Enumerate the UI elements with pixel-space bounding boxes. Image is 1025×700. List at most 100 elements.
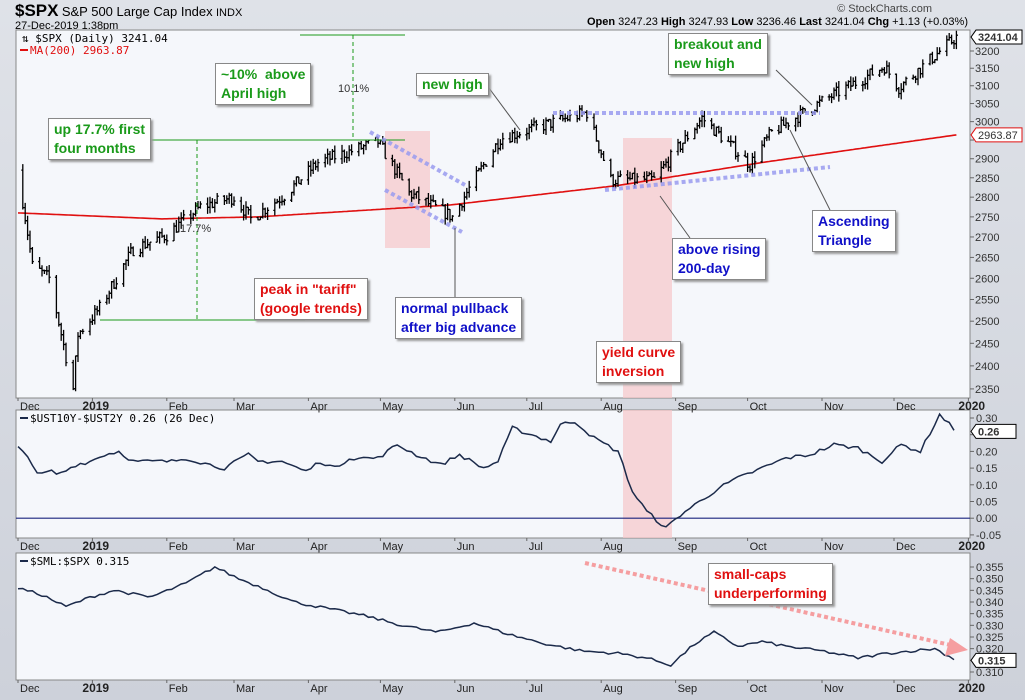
month-label: Dec: [20, 401, 40, 413]
price-bar: [534, 119, 538, 131]
month-label: 2019: [82, 539, 109, 553]
price-bar: [249, 204, 253, 224]
ma200-line: [17, 134, 957, 220]
month-label: Oct: [750, 683, 767, 695]
price-bar: [383, 139, 387, 160]
month-label: Aug: [603, 541, 623, 553]
month-label: Mar: [236, 541, 255, 553]
underperformance-arrowhead: [945, 638, 968, 656]
price-bar: [887, 62, 891, 79]
price-bar: [30, 247, 34, 265]
month-label: Jul: [529, 541, 543, 553]
ma-legend-swatch: [20, 49, 28, 51]
price-bar: [47, 264, 51, 284]
month-label: Feb: [169, 541, 188, 553]
ohlc-key-open: Open: [586, 16, 619, 28]
price-bar: [954, 30, 958, 50]
month-label: Feb: [169, 683, 188, 695]
price-bar: [417, 186, 421, 205]
month-label: Jul: [529, 401, 543, 413]
month-label: May: [382, 683, 403, 695]
annotation-pointer: [775, 69, 813, 106]
price-bar: [518, 131, 522, 139]
price-bar: [98, 299, 102, 316]
ind2-tick-label: 0.330: [976, 620, 1004, 632]
price-bar: [282, 198, 286, 206]
month-label: Sep: [678, 541, 698, 553]
price-tick-label: 2850: [975, 173, 999, 185]
annotation-ascending-triangle: Ascending Triangle: [812, 210, 896, 252]
annotation-pointer: [485, 83, 521, 131]
price-bar: [635, 173, 639, 184]
price-last-label: 3241.04: [978, 32, 1019, 44]
month-label: Nov: [824, 541, 844, 553]
ind2-last-box: [970, 652, 1017, 668]
price-bar: [753, 151, 757, 169]
price-tick-label: 3150: [975, 63, 999, 75]
month-label: Apr: [310, 541, 327, 553]
month-label: Jun: [457, 401, 475, 413]
price-bar: [81, 328, 85, 335]
ohlc-key-last: Last: [799, 16, 825, 28]
price-bar: [870, 64, 874, 76]
price-bar: [702, 110, 706, 128]
ind1-line: [17, 412, 955, 528]
price-bar: [350, 144, 354, 156]
ind1-last-label: 0.26: [978, 426, 999, 438]
ohlc-value-chg: +1.13 (+0.03%): [892, 16, 968, 28]
price-bar: [669, 149, 673, 173]
month-label: 2019: [82, 399, 109, 413]
month-label: Dec: [20, 541, 40, 553]
price-bar: [736, 152, 740, 162]
price-tick-label: 3200: [975, 46, 999, 58]
price-bar: [131, 246, 135, 257]
price-bar: [484, 163, 488, 167]
ind2-tick-label: 0.325: [976, 632, 1004, 644]
price-bar: [719, 126, 723, 144]
month-label: Oct: [750, 401, 767, 413]
ohlc-readout: Open 3247.23 High 3247.93 Low 3236.46 La…: [587, 16, 968, 28]
price-bar: [837, 80, 841, 102]
ind2-line: [17, 565, 955, 667]
ind1-tick-label: 0.15: [976, 463, 997, 475]
ind2-tick-label: 0.350: [976, 574, 1004, 586]
ind1-tick-label: 0.00: [976, 513, 997, 525]
price-bar: [64, 342, 68, 367]
month-label: 2020: [958, 399, 985, 413]
ind1-tick-label: 0.30: [976, 413, 997, 425]
month-label: Oct: [750, 541, 767, 553]
price-tick-label: 2800: [975, 192, 999, 204]
price-bar: [820, 95, 824, 102]
inversion-shade-region-spread: [623, 410, 672, 538]
ind2-tick-label: 0.355: [976, 562, 1004, 574]
price-tick-label: 2600: [975, 273, 999, 285]
ohlc-key-high: High: [660, 16, 689, 28]
ind2-tick-label: 0.345: [976, 585, 1004, 597]
pattern-dashed-line: [604, 165, 831, 192]
ind1-tick-label: -0.05: [976, 530, 1001, 542]
tariff-shade-region: [385, 131, 430, 248]
month-label: Apr: [310, 401, 327, 413]
month-label: Aug: [603, 683, 623, 695]
ohlc-value-high: 3247.93: [688, 16, 732, 28]
price-bar: [400, 172, 404, 181]
ohlc-value-last: 3241.04: [824, 16, 868, 28]
month-label: May: [382, 541, 403, 553]
ind2-tick-label: 0.310: [976, 667, 1004, 679]
ohlc-value-low: 3236.46: [756, 16, 800, 28]
month-label: Dec: [896, 541, 916, 553]
exchange: INDX: [216, 7, 243, 19]
price-tick-label: 2900: [975, 154, 999, 166]
annotation-new-high: new high: [416, 73, 489, 96]
month-label: Sep: [678, 683, 698, 695]
price-bar: [148, 241, 152, 251]
annotation-normal-pullback: normal pullback after big advance: [395, 297, 523, 339]
annotation-up-first-four-months: up 17.7% first four months: [48, 118, 152, 160]
month-label: 2020: [958, 539, 985, 553]
price-bar: [585, 110, 589, 122]
price-bar: [854, 76, 858, 89]
month-label: Sep: [678, 401, 698, 413]
annotation-breakout: breakout and new high: [668, 33, 768, 75]
ind2-legend-swatch: [20, 560, 28, 562]
